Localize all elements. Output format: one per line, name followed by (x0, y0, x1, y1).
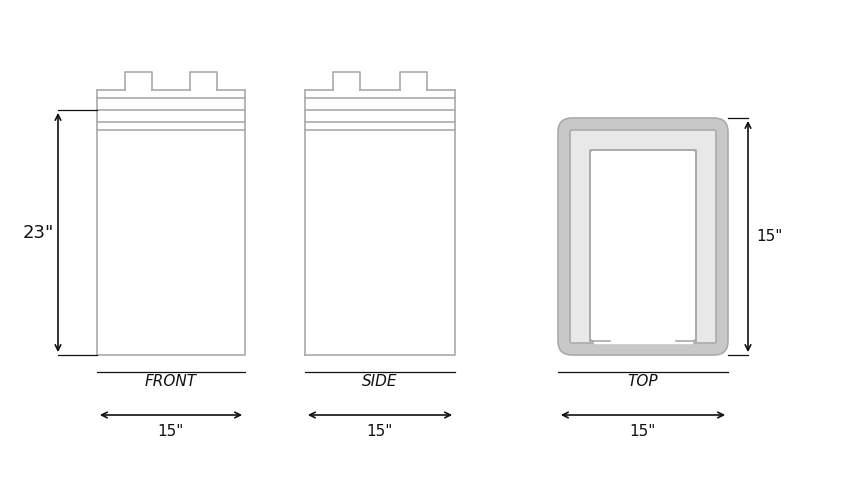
Text: 15": 15" (757, 229, 783, 244)
FancyBboxPatch shape (590, 150, 696, 341)
Text: 23": 23" (23, 223, 54, 241)
Text: 15": 15" (158, 423, 184, 438)
Text: 15": 15" (630, 423, 656, 438)
Text: 15": 15" (367, 423, 394, 438)
FancyBboxPatch shape (558, 118, 728, 355)
Text: TOP: TOP (627, 375, 659, 389)
FancyBboxPatch shape (570, 130, 716, 343)
Text: FRONT: FRONT (145, 375, 197, 389)
Text: SIDE: SIDE (362, 375, 398, 389)
